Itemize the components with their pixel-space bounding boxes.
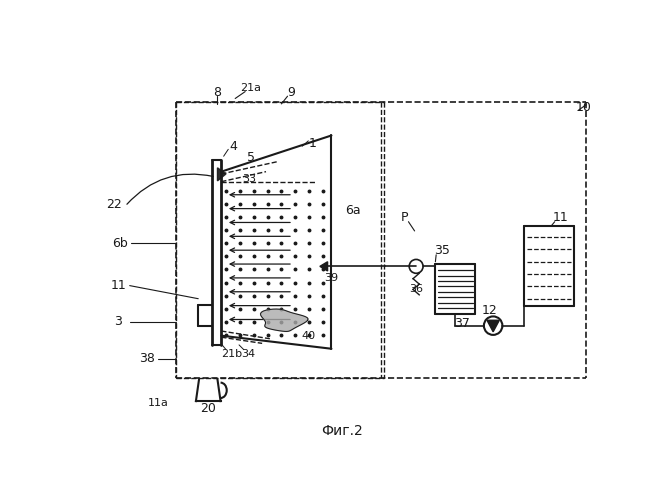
Text: 6a: 6a: [346, 204, 361, 216]
Text: 11: 11: [110, 279, 126, 292]
Text: 10: 10: [576, 101, 592, 114]
Text: 5: 5: [247, 150, 255, 164]
Text: 40: 40: [301, 330, 315, 340]
Text: 34: 34: [241, 349, 255, 359]
Polygon shape: [487, 320, 500, 332]
Polygon shape: [320, 262, 327, 271]
Text: 3: 3: [114, 316, 122, 328]
Text: 39: 39: [324, 273, 339, 283]
Text: Фиг.2: Фиг.2: [321, 424, 363, 438]
Text: 6b: 6b: [112, 237, 127, 250]
Text: 38: 38: [139, 352, 155, 366]
Text: 35: 35: [434, 244, 450, 258]
Polygon shape: [261, 309, 308, 332]
Text: 36: 36: [409, 284, 423, 294]
Text: 12: 12: [482, 304, 497, 317]
Text: 33: 33: [242, 174, 256, 184]
Text: P: P: [401, 212, 408, 224]
Text: 37: 37: [454, 317, 470, 330]
Text: 21a: 21a: [240, 82, 261, 92]
Polygon shape: [217, 168, 226, 181]
Text: 1: 1: [308, 136, 316, 149]
Text: 11: 11: [552, 212, 568, 224]
Text: 11a: 11a: [148, 398, 169, 407]
Text: 8: 8: [213, 86, 221, 99]
Text: 20: 20: [200, 402, 216, 415]
Text: 9: 9: [287, 86, 295, 99]
Text: 4: 4: [229, 140, 237, 152]
Text: 21b: 21b: [221, 349, 242, 359]
Text: 22: 22: [107, 198, 122, 211]
